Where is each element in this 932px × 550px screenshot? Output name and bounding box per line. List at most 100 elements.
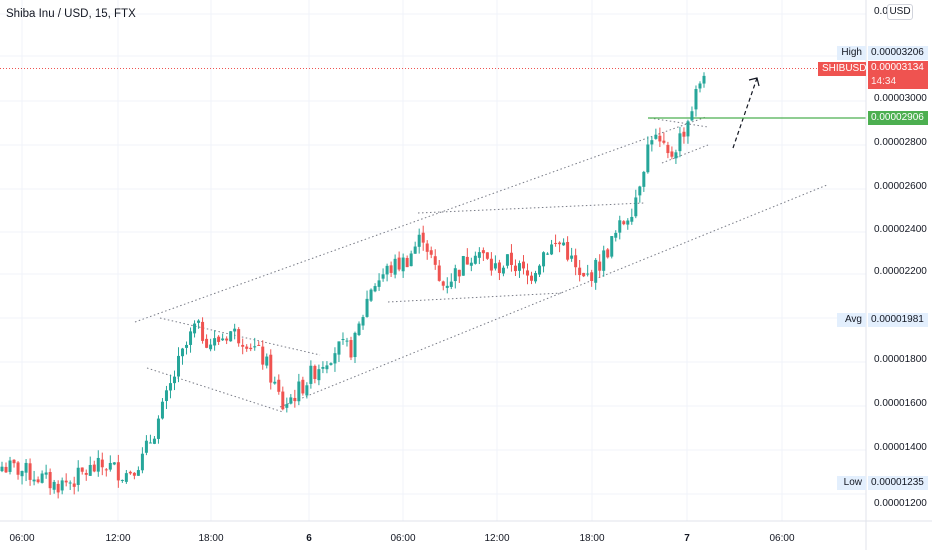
candle — [361, 314, 365, 330]
candle-body — [449, 281, 453, 287]
candle — [160, 398, 164, 420]
candle-body — [594, 259, 598, 283]
candle — [152, 436, 156, 445]
candle — [64, 473, 68, 487]
candle-body — [36, 479, 40, 483]
candle-body — [401, 257, 405, 272]
candle-body — [574, 255, 578, 268]
currency-button[interactable]: USD — [887, 4, 913, 20]
candle — [116, 454, 120, 488]
candle-body — [60, 480, 64, 491]
candle — [397, 251, 401, 272]
candle — [501, 265, 505, 277]
candle — [702, 72, 706, 88]
candle — [586, 264, 590, 277]
channel-upper-line[interactable] — [134, 116, 707, 323]
candle — [144, 435, 148, 456]
candle-body — [570, 255, 574, 259]
candle-body — [509, 252, 513, 265]
candle-body — [429, 250, 433, 255]
range-upper-line[interactable] — [417, 202, 645, 214]
candle-body — [281, 391, 285, 410]
price-axis-label: 0.00002600 — [874, 181, 927, 192]
candle-body — [136, 470, 140, 476]
candle — [590, 269, 594, 287]
candle-body — [64, 480, 68, 483]
candle — [365, 290, 369, 318]
candle — [473, 251, 477, 265]
candle — [261, 340, 265, 370]
candle — [321, 361, 325, 374]
candle-body — [92, 464, 96, 472]
candle-body — [437, 265, 441, 281]
candle-body — [441, 281, 445, 286]
flag-upper-line[interactable] — [159, 317, 321, 356]
triangle-upper-line[interactable] — [649, 117, 709, 128]
candle — [84, 469, 88, 481]
candle — [181, 347, 185, 365]
price-axis-label: 0.00003000 — [874, 93, 927, 104]
candle — [373, 283, 377, 293]
candle — [249, 343, 253, 352]
candle — [441, 280, 445, 291]
candle — [682, 127, 686, 144]
candle — [213, 330, 217, 351]
candle — [297, 373, 301, 406]
candle — [68, 480, 72, 490]
candle-body — [497, 262, 501, 274]
range-lower-line[interactable] — [387, 292, 563, 303]
time-axis[interactable]: 06:00 12:00 18:00 6 06:00 12:00 18:00 7 … — [9, 533, 794, 544]
drawings[interactable] — [134, 77, 828, 413]
candle — [558, 241, 562, 253]
candle — [425, 240, 429, 260]
candle — [168, 374, 172, 399]
projection-arrow[interactable] — [732, 77, 758, 149]
candle-body — [409, 253, 413, 267]
candle-body — [112, 462, 116, 465]
candle — [602, 245, 606, 277]
candle-body — [80, 467, 84, 472]
time-axis-day-label: 7 — [684, 533, 690, 544]
candle — [650, 136, 654, 152]
candle — [674, 149, 678, 164]
price-axis-label: 0.00001600 — [874, 398, 927, 409]
candle — [185, 341, 189, 355]
candle-body — [634, 197, 638, 217]
candle — [317, 364, 321, 386]
channel-lower-line[interactable] — [279, 184, 828, 408]
candle — [630, 208, 634, 225]
candle-body — [177, 355, 181, 377]
price-axis[interactable]: 0.0 00 0.00003000 0.00002800 0.00002600 … — [874, 6, 927, 509]
candle — [377, 273, 381, 291]
candle-body — [425, 243, 429, 252]
candle — [353, 331, 357, 364]
candle-body — [277, 379, 281, 392]
candle-body — [349, 340, 353, 358]
candle — [104, 468, 108, 477]
candle — [92, 460, 96, 473]
candle — [389, 261, 393, 277]
candle — [622, 220, 626, 226]
candle-body — [489, 258, 493, 271]
candle-body — [28, 463, 32, 480]
symbol-title[interactable]: Shiba Inu / USD, 15, FTX — [6, 8, 136, 20]
candle — [16, 461, 20, 480]
triangle-lower-line[interactable] — [661, 144, 709, 164]
candle — [469, 257, 473, 272]
candle-body — [24, 462, 28, 473]
candle-body — [265, 356, 269, 366]
candle-body — [622, 221, 626, 225]
candle-body — [578, 267, 582, 276]
candle-body — [132, 472, 136, 476]
candle-body — [120, 479, 124, 481]
price-axis-label: 0.00001400 — [874, 442, 927, 453]
candle — [48, 468, 52, 495]
candle — [329, 362, 333, 366]
flag-lower-line[interactable] — [146, 367, 284, 413]
candle — [20, 470, 24, 485]
candle-body — [361, 317, 365, 326]
candle — [457, 269, 461, 283]
candle-body — [381, 274, 385, 279]
